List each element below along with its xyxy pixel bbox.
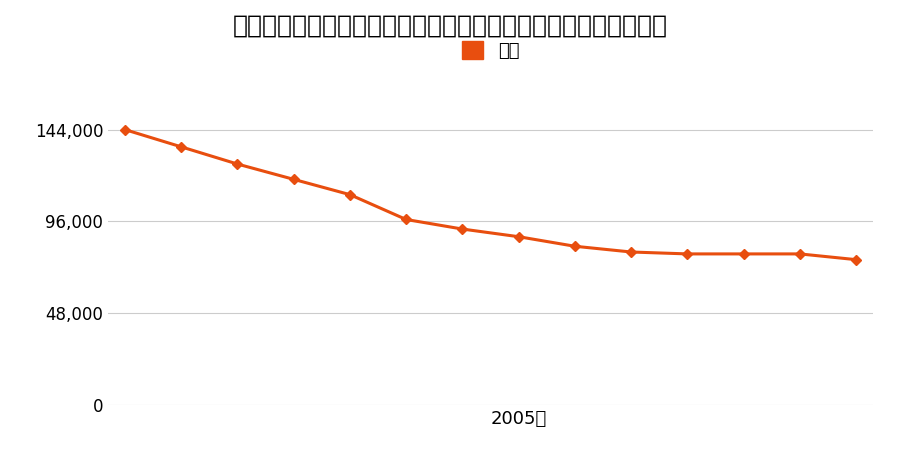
価格	[570, 243, 580, 249]
価格	[400, 217, 411, 222]
価格	[738, 251, 749, 256]
価格	[457, 226, 468, 232]
Text: 埼玉県北葛飾郡鷲宮町大字西大輪字川原１５４０番３の地価推移: 埼玉県北葛飾郡鷲宮町大字西大輪字川原１５４０番３の地価推移	[232, 14, 668, 37]
価格	[120, 127, 130, 132]
価格	[795, 251, 806, 256]
価格	[288, 176, 299, 182]
Legend: 価格: 価格	[462, 40, 519, 60]
価格	[626, 249, 636, 255]
Line: 価格: 価格	[122, 126, 860, 263]
価格	[232, 161, 243, 166]
価格	[850, 257, 861, 262]
価格	[513, 234, 524, 239]
価格	[345, 192, 356, 197]
価格	[176, 144, 186, 149]
価格	[682, 251, 693, 256]
